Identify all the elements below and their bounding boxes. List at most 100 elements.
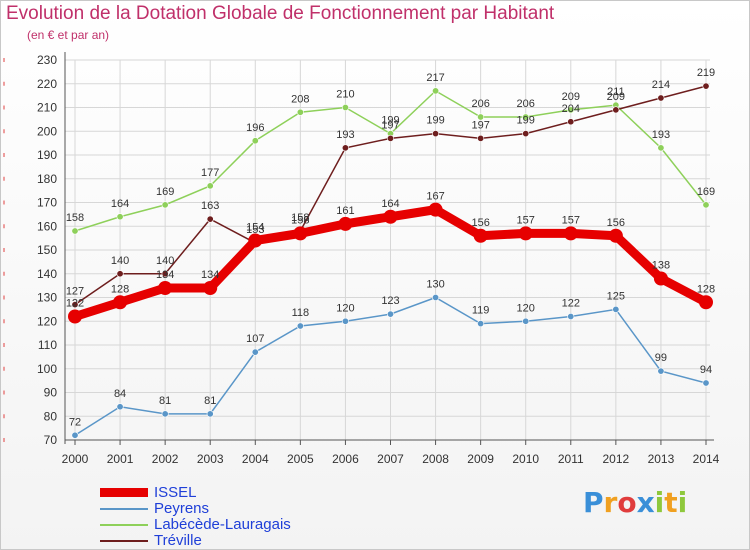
logo-letter: o <box>617 486 637 519</box>
data-label-lab-c-de-lauragais: 199 <box>381 115 399 127</box>
grid-lines <box>65 59 710 441</box>
data-point-issel <box>518 226 533 241</box>
data-label-tr-ville: 193 <box>336 129 354 141</box>
data-point-tr-ville <box>71 301 79 309</box>
data-label-issel: 128 <box>111 283 129 295</box>
data-label-peyrens: 120 <box>517 302 535 314</box>
data-point-tr-ville <box>702 82 710 90</box>
data-label-peyrens: 84 <box>114 388 126 400</box>
proxiti-logo: Proxiti <box>583 486 687 519</box>
data-point-lab-c-de-lauragais <box>206 182 214 190</box>
data-label-tr-ville: 219 <box>697 67 715 79</box>
data-label-issel: 154 <box>246 222 264 234</box>
data-label-lab-c-de-lauragais: 164 <box>111 198 129 210</box>
x-tick-label: 2004 <box>242 452 269 466</box>
data-point-peyrens <box>386 310 394 318</box>
data-point-lab-c-de-lauragais <box>702 201 710 209</box>
data-label-issel: 158 <box>291 214 309 226</box>
data-label-peyrens: 125 <box>607 290 625 302</box>
data-label-peyrens: 122 <box>562 298 580 310</box>
data-point-lab-c-de-lauragais <box>251 137 259 145</box>
y-tick-label: 190 <box>37 148 57 162</box>
legend-label: Peyrens <box>154 500 210 517</box>
x-tick-label: 2014 <box>693 452 720 466</box>
data-label-tr-ville: 163 <box>201 200 219 212</box>
y-tick-label: 150 <box>37 243 57 257</box>
data-point-lab-c-de-lauragais <box>296 108 304 116</box>
data-label-lab-c-de-lauragais: 206 <box>517 98 535 110</box>
data-label-issel: 164 <box>381 198 399 210</box>
y-tick-label: 80 <box>44 409 58 423</box>
data-point-peyrens <box>477 320 485 328</box>
data-point-issel <box>293 226 308 241</box>
y-tick-label: 220 <box>37 77 57 91</box>
y-tick-label: 100 <box>37 362 57 376</box>
legend-item-peyrens: Peyrens <box>100 500 360 517</box>
y-tick-label: 140 <box>37 267 57 281</box>
data-label-peyrens: 123 <box>381 295 399 307</box>
data-label-peyrens: 130 <box>426 279 444 291</box>
data-point-peyrens <box>341 317 349 325</box>
data-point-tr-ville <box>567 118 575 126</box>
y-tick-label: 210 <box>37 101 57 115</box>
data-point-issel <box>608 228 623 243</box>
data-point-peyrens <box>161 410 169 418</box>
y-tick-label: 180 <box>37 172 57 186</box>
data-point-issel <box>248 233 263 248</box>
data-point-issel <box>203 281 218 295</box>
data-label-tr-ville: 140 <box>111 255 129 267</box>
data-point-tr-ville <box>116 270 124 278</box>
data-point-lab-c-de-lauragais <box>567 106 575 114</box>
legend: ISSEL Peyrens Labécède-Lauragais Tréville <box>100 484 360 549</box>
data-point-peyrens <box>71 431 79 439</box>
x-tick-label: 2011 <box>558 452 584 466</box>
data-label-issel: 134 <box>201 269 219 281</box>
y-tick-label: 130 <box>37 291 57 305</box>
data-point-peyrens <box>657 367 665 375</box>
data-label-peyrens: 107 <box>246 333 264 345</box>
data-label-issel: 157 <box>562 214 580 226</box>
data-point-tr-ville <box>612 106 620 114</box>
data-label-issel: 167 <box>426 191 444 203</box>
data-point-issel <box>113 295 128 310</box>
data-label-issel: 156 <box>607 217 625 229</box>
x-tick-label: 2005 <box>287 452 314 466</box>
data-label-lab-c-de-lauragais: 208 <box>291 93 309 105</box>
data-label-issel: 156 <box>471 217 489 229</box>
y-tick-label: 230 <box>37 53 57 67</box>
data-point-peyrens <box>206 410 214 418</box>
chart-title: Evolution de la Dotation Globale de Fonc… <box>6 3 555 24</box>
data-point-peyrens <box>296 322 304 330</box>
data-point-issel <box>338 216 353 231</box>
data-label-tr-ville: 199 <box>426 115 444 127</box>
data-point-lab-c-de-lauragais <box>432 87 440 95</box>
x-tick-label: 2008 <box>422 452 449 466</box>
logo-letter: i <box>677 486 688 519</box>
legend-item-lab-c-de-lauragais: Labécède-Lauragais <box>100 516 360 533</box>
data-point-peyrens <box>522 317 530 325</box>
data-point-tr-ville <box>432 130 440 138</box>
y-tick-label: 110 <box>38 338 57 352</box>
data-point-peyrens <box>432 293 440 301</box>
data-label-lab-c-de-lauragais: 169 <box>697 186 715 198</box>
data-point-tr-ville <box>341 144 349 152</box>
data-point-peyrens <box>251 348 259 356</box>
data-label-lab-c-de-lauragais: 206 <box>471 98 489 110</box>
data-point-tr-ville <box>657 94 665 102</box>
logo-letter: r <box>603 486 618 519</box>
x-tick-label: 2012 <box>603 452 630 466</box>
data-label-tr-ville: 197 <box>381 119 399 131</box>
logo-letter: t <box>664 486 678 519</box>
data-labels-layer: 72 84 81 81 107 118 120 123 130 119 120 122 125 99 94 1… <box>66 67 715 428</box>
x-tick-label: 2006 <box>332 452 359 466</box>
data-label-issel: 128 <box>697 283 715 295</box>
data-label-peyrens: 120 <box>336 302 354 314</box>
data-label-peyrens: 99 <box>655 352 667 364</box>
data-point-lab-c-de-lauragais <box>477 113 485 121</box>
data-label-issel: 138 <box>652 260 670 272</box>
data-point-peyrens <box>612 305 620 313</box>
data-point-lab-c-de-lauragais <box>116 213 124 221</box>
data-label-peyrens: 81 <box>204 395 216 407</box>
x-tick-label: 2013 <box>648 452 675 466</box>
